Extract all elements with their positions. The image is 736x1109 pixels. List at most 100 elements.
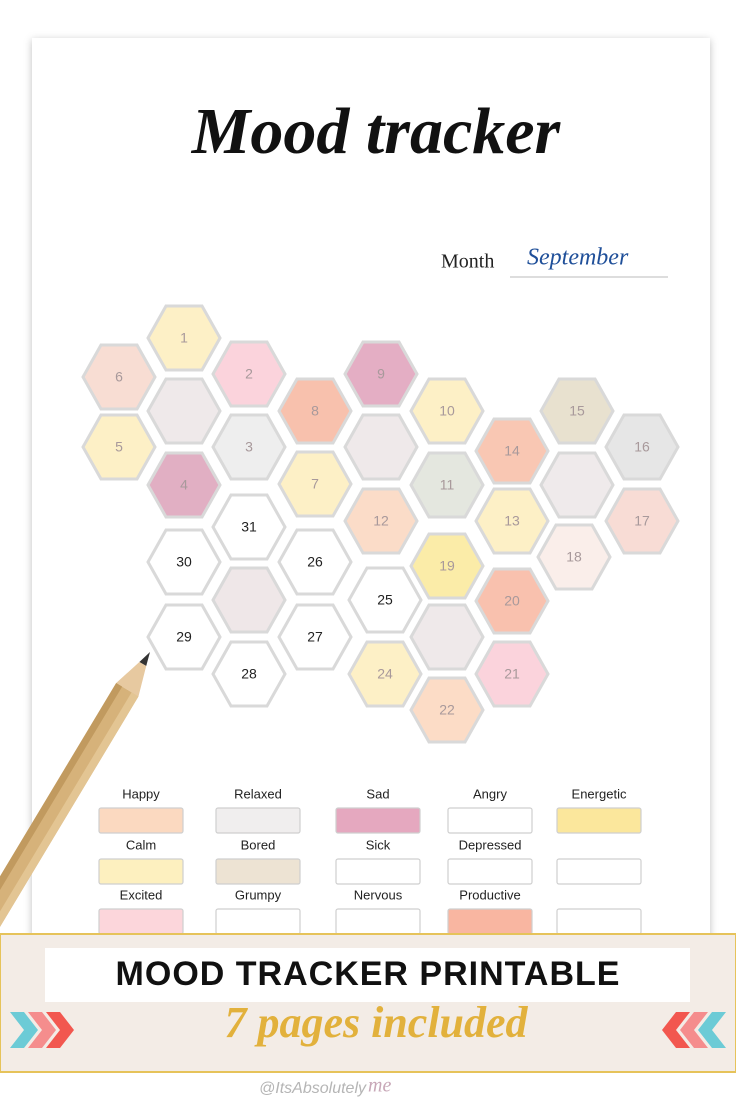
legend-swatch <box>335 858 421 885</box>
hexagon <box>474 640 550 708</box>
hexagon-label: 11 <box>440 477 455 493</box>
hexagon <box>211 566 287 634</box>
hexagon <box>277 603 353 671</box>
month-value: September <box>527 245 629 271</box>
hexagon <box>146 603 222 671</box>
legend-label: Excited <box>120 887 163 902</box>
hexagon-label: 9 <box>377 366 385 382</box>
hexagon-label: 22 <box>439 702 455 718</box>
hexagon-label: 10 <box>439 403 455 419</box>
legend-label: Calm <box>126 837 156 852</box>
hexagon-label: 30 <box>176 554 192 570</box>
hexagon-label: 27 <box>307 629 323 645</box>
hexagon <box>211 413 287 481</box>
watermark-handle: @ItsAbsolutely <box>259 1080 367 1097</box>
hexagon <box>539 451 615 519</box>
legend-label: Nervous <box>354 887 403 902</box>
legend-swatch <box>447 858 533 885</box>
hexagon <box>81 343 157 411</box>
hexagon <box>277 450 353 518</box>
hexagon-label: 12 <box>373 513 389 529</box>
hexagon-label: 26 <box>307 554 323 570</box>
pencil <box>0 652 150 954</box>
hexagon <box>409 377 485 445</box>
hexagon <box>343 340 419 408</box>
hexagon <box>604 487 680 555</box>
hexagon-label: 1 <box>180 330 188 346</box>
watermark-suffix: me <box>368 1075 391 1097</box>
legend-swatch <box>556 858 642 885</box>
legend-label: Depressed <box>459 837 522 852</box>
legend-label: Energetic <box>572 786 627 801</box>
hexagon-label: 24 <box>377 666 393 682</box>
hexagon <box>474 417 550 485</box>
legend-label: Relaxed <box>234 786 282 801</box>
chevrons-left <box>10 1012 74 1048</box>
legend-label: Bored <box>241 837 276 852</box>
hexagon <box>347 566 423 634</box>
hexagon-label: 17 <box>634 513 650 529</box>
hexagon-label: 25 <box>377 592 393 608</box>
hexagon-label: 31 <box>241 519 257 535</box>
legend-label: Sick <box>366 837 391 852</box>
hexagon-label: 7 <box>311 476 319 492</box>
legend-swatch <box>335 807 421 834</box>
hexagon-label: 5 <box>115 439 123 455</box>
month-label: Month <box>441 251 494 273</box>
hexagon-label: 3 <box>245 439 253 455</box>
hexagon <box>539 377 615 445</box>
banner-title-box <box>45 948 690 1002</box>
hexagon-label: 8 <box>311 403 319 419</box>
legend-swatch <box>98 908 184 935</box>
hexagon-label: 16 <box>634 439 650 455</box>
hexagon <box>536 523 612 591</box>
hexagon-label: 2 <box>245 366 253 382</box>
hexagon <box>409 603 485 671</box>
legend: Happy Relaxed Sad Angry Energetic Calm Bored Si… <box>98 786 642 935</box>
hexagon-label: 28 <box>241 666 257 682</box>
legend-swatch <box>556 908 642 935</box>
hexagon <box>146 528 222 596</box>
hexagon <box>409 451 485 519</box>
hexagon <box>146 451 222 519</box>
hexagon-label: 19 <box>439 558 455 574</box>
hexagon <box>211 640 287 708</box>
hexagon <box>409 532 485 600</box>
hexagon <box>146 304 222 372</box>
hexagon <box>474 567 550 635</box>
legend-swatch <box>215 858 301 885</box>
hexagon <box>343 413 419 481</box>
legend-swatch <box>447 908 533 935</box>
hexagon <box>211 340 287 408</box>
hexagon-label: 29 <box>176 629 192 645</box>
hexagon <box>474 487 550 555</box>
hexagon <box>277 528 353 596</box>
banner-subtitle: 7 pages included <box>224 998 528 1047</box>
hexagon <box>604 413 680 481</box>
chevrons-right <box>662 1012 726 1048</box>
hexagon <box>347 640 423 708</box>
hexagon-label: 18 <box>566 549 582 565</box>
legend-swatch <box>98 858 184 885</box>
hexagon <box>343 487 419 555</box>
hexagon-label: 20 <box>504 593 520 609</box>
hexagon <box>277 377 353 445</box>
hexagon-label: 4 <box>180 477 188 493</box>
legend-label: Angry <box>473 786 507 801</box>
legend-swatch <box>556 807 642 834</box>
legend-label: Happy <box>122 786 160 801</box>
legend-label: Productive <box>459 887 520 902</box>
banner-title: MOOD TRACKER PRINTABLE <box>116 955 621 993</box>
legend-swatch <box>215 807 301 834</box>
hexagon <box>409 676 485 744</box>
hexagon <box>146 377 222 445</box>
hexagon-label: 15 <box>569 403 585 419</box>
title: Mood tracker <box>191 95 562 168</box>
legend-swatch <box>98 807 184 834</box>
hexagon-label: 21 <box>504 666 520 682</box>
legend-label: Grumpy <box>235 887 282 902</box>
hexagon <box>211 493 287 561</box>
legend-label: Sad <box>366 786 389 801</box>
